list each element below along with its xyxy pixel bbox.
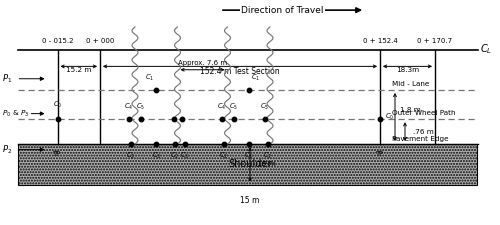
Text: $C_3$: $C_3$ bbox=[180, 151, 190, 161]
Text: 0 + 170.7: 0 + 170.7 bbox=[418, 38, 452, 44]
Text: 18.3m: 18.3m bbox=[396, 68, 419, 74]
Text: $C_0$: $C_0$ bbox=[53, 100, 62, 110]
Text: .15 m: .15 m bbox=[255, 161, 276, 167]
Text: 0 - 015.2: 0 - 015.2 bbox=[42, 38, 73, 44]
Text: $C_0$: $C_0$ bbox=[385, 112, 394, 122]
Text: Shoulder: Shoulder bbox=[228, 159, 272, 169]
Text: 0 + 000: 0 + 000 bbox=[86, 38, 114, 44]
Text: Approx. 7.6 m: Approx. 7.6 m bbox=[178, 60, 227, 66]
Text: $C_2$: $C_2$ bbox=[219, 151, 228, 161]
Text: 1.8 m: 1.8 m bbox=[400, 107, 421, 113]
Text: $C_4$: $C_4$ bbox=[124, 102, 134, 112]
Text: $C_2$: $C_2$ bbox=[263, 151, 272, 161]
Text: Pavement Edge: Pavement Edge bbox=[392, 136, 449, 142]
Text: $C_2$: $C_2$ bbox=[126, 151, 136, 161]
Text: $C_2$: $C_2$ bbox=[170, 151, 179, 161]
Text: $C_3$: $C_3$ bbox=[152, 151, 161, 161]
Text: $C_3$: $C_3$ bbox=[244, 151, 254, 161]
Text: $C_5$: $C_5$ bbox=[136, 102, 145, 112]
Text: Mid - Lane: Mid - Lane bbox=[392, 81, 430, 87]
Text: $C_4$: $C_4$ bbox=[217, 102, 226, 112]
Text: $C_5$: $C_5$ bbox=[229, 102, 238, 112]
Text: $P_2$: $P_2$ bbox=[2, 143, 12, 156]
Text: $C_L$: $C_L$ bbox=[480, 43, 492, 56]
Text: $C_1$: $C_1$ bbox=[252, 73, 260, 83]
Text: Outer Wheel Path: Outer Wheel Path bbox=[392, 110, 456, 116]
Text: 15.2 m: 15.2 m bbox=[66, 68, 92, 74]
Bar bbox=[18, 144, 477, 184]
Text: TP: TP bbox=[54, 151, 62, 157]
Text: $C_1$: $C_1$ bbox=[144, 73, 154, 83]
Text: TP: TP bbox=[376, 151, 384, 157]
Text: 0 + 152.4: 0 + 152.4 bbox=[362, 38, 398, 44]
Text: $P_1$: $P_1$ bbox=[2, 72, 12, 85]
Text: 15 m: 15 m bbox=[240, 196, 260, 205]
Text: 152.4 m Test Section: 152.4 m Test Section bbox=[200, 68, 280, 76]
Text: $C_5$: $C_5$ bbox=[260, 102, 270, 112]
Text: .76 m: .76 m bbox=[412, 129, 434, 135]
Text: $P_0$ & $P_3$: $P_0$ & $P_3$ bbox=[2, 108, 30, 119]
Text: Direction of Travel: Direction of Travel bbox=[241, 6, 324, 15]
